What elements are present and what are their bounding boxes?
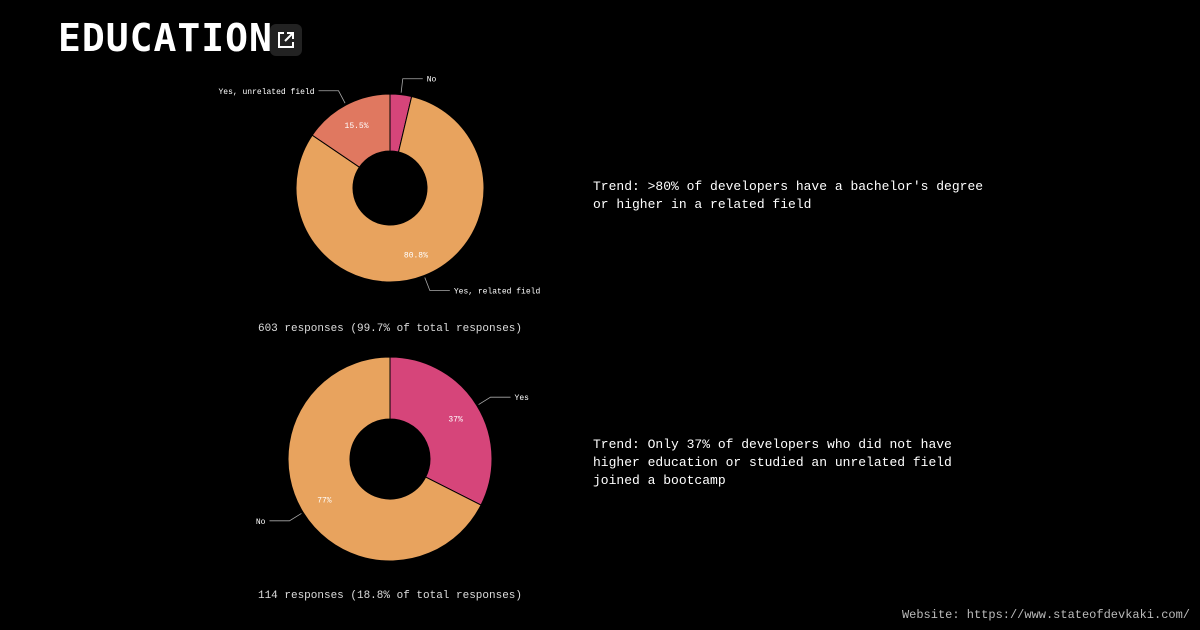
slice-category-label: Yes [515, 394, 530, 403]
pie-slice [389, 356, 493, 506]
slice-category-label: Yes, related field [454, 288, 541, 297]
leader-line [269, 513, 302, 522]
pie-slice [287, 356, 482, 562]
slice-value-label: 37% [448, 416, 463, 425]
chart-caption: 603 responses (99.7% of total responses) [258, 323, 522, 335]
slice-value-label: 77% [317, 496, 332, 505]
slice-category-label: No [256, 518, 266, 527]
slice-value-label: 80.8% [404, 252, 428, 261]
leader-line [400, 78, 423, 93]
slice-value-label: 15.5% [345, 122, 369, 131]
leader-line [318, 90, 346, 104]
leader-line [424, 277, 450, 291]
slice-category-label: Yes, unrelated field [219, 88, 315, 97]
external-link-icon [278, 32, 294, 48]
chart-caption: 114 responses (18.8% of total responses) [258, 590, 522, 602]
pie-slice [311, 93, 391, 168]
slice-category-label: No [427, 76, 437, 85]
website-footer: Website: https://www.stateofdevkaki.com/ [901, 608, 1190, 622]
external-link-button[interactable] [270, 24, 302, 56]
trend-text: Trend: Only 37% of developers who did no… [593, 437, 952, 488]
trend-text: Trend: >80% of developers have a bachelo… [593, 179, 984, 212]
page-title: EDUCATION [58, 16, 273, 60]
leader-line [478, 396, 511, 405]
pie-slice [295, 95, 485, 283]
